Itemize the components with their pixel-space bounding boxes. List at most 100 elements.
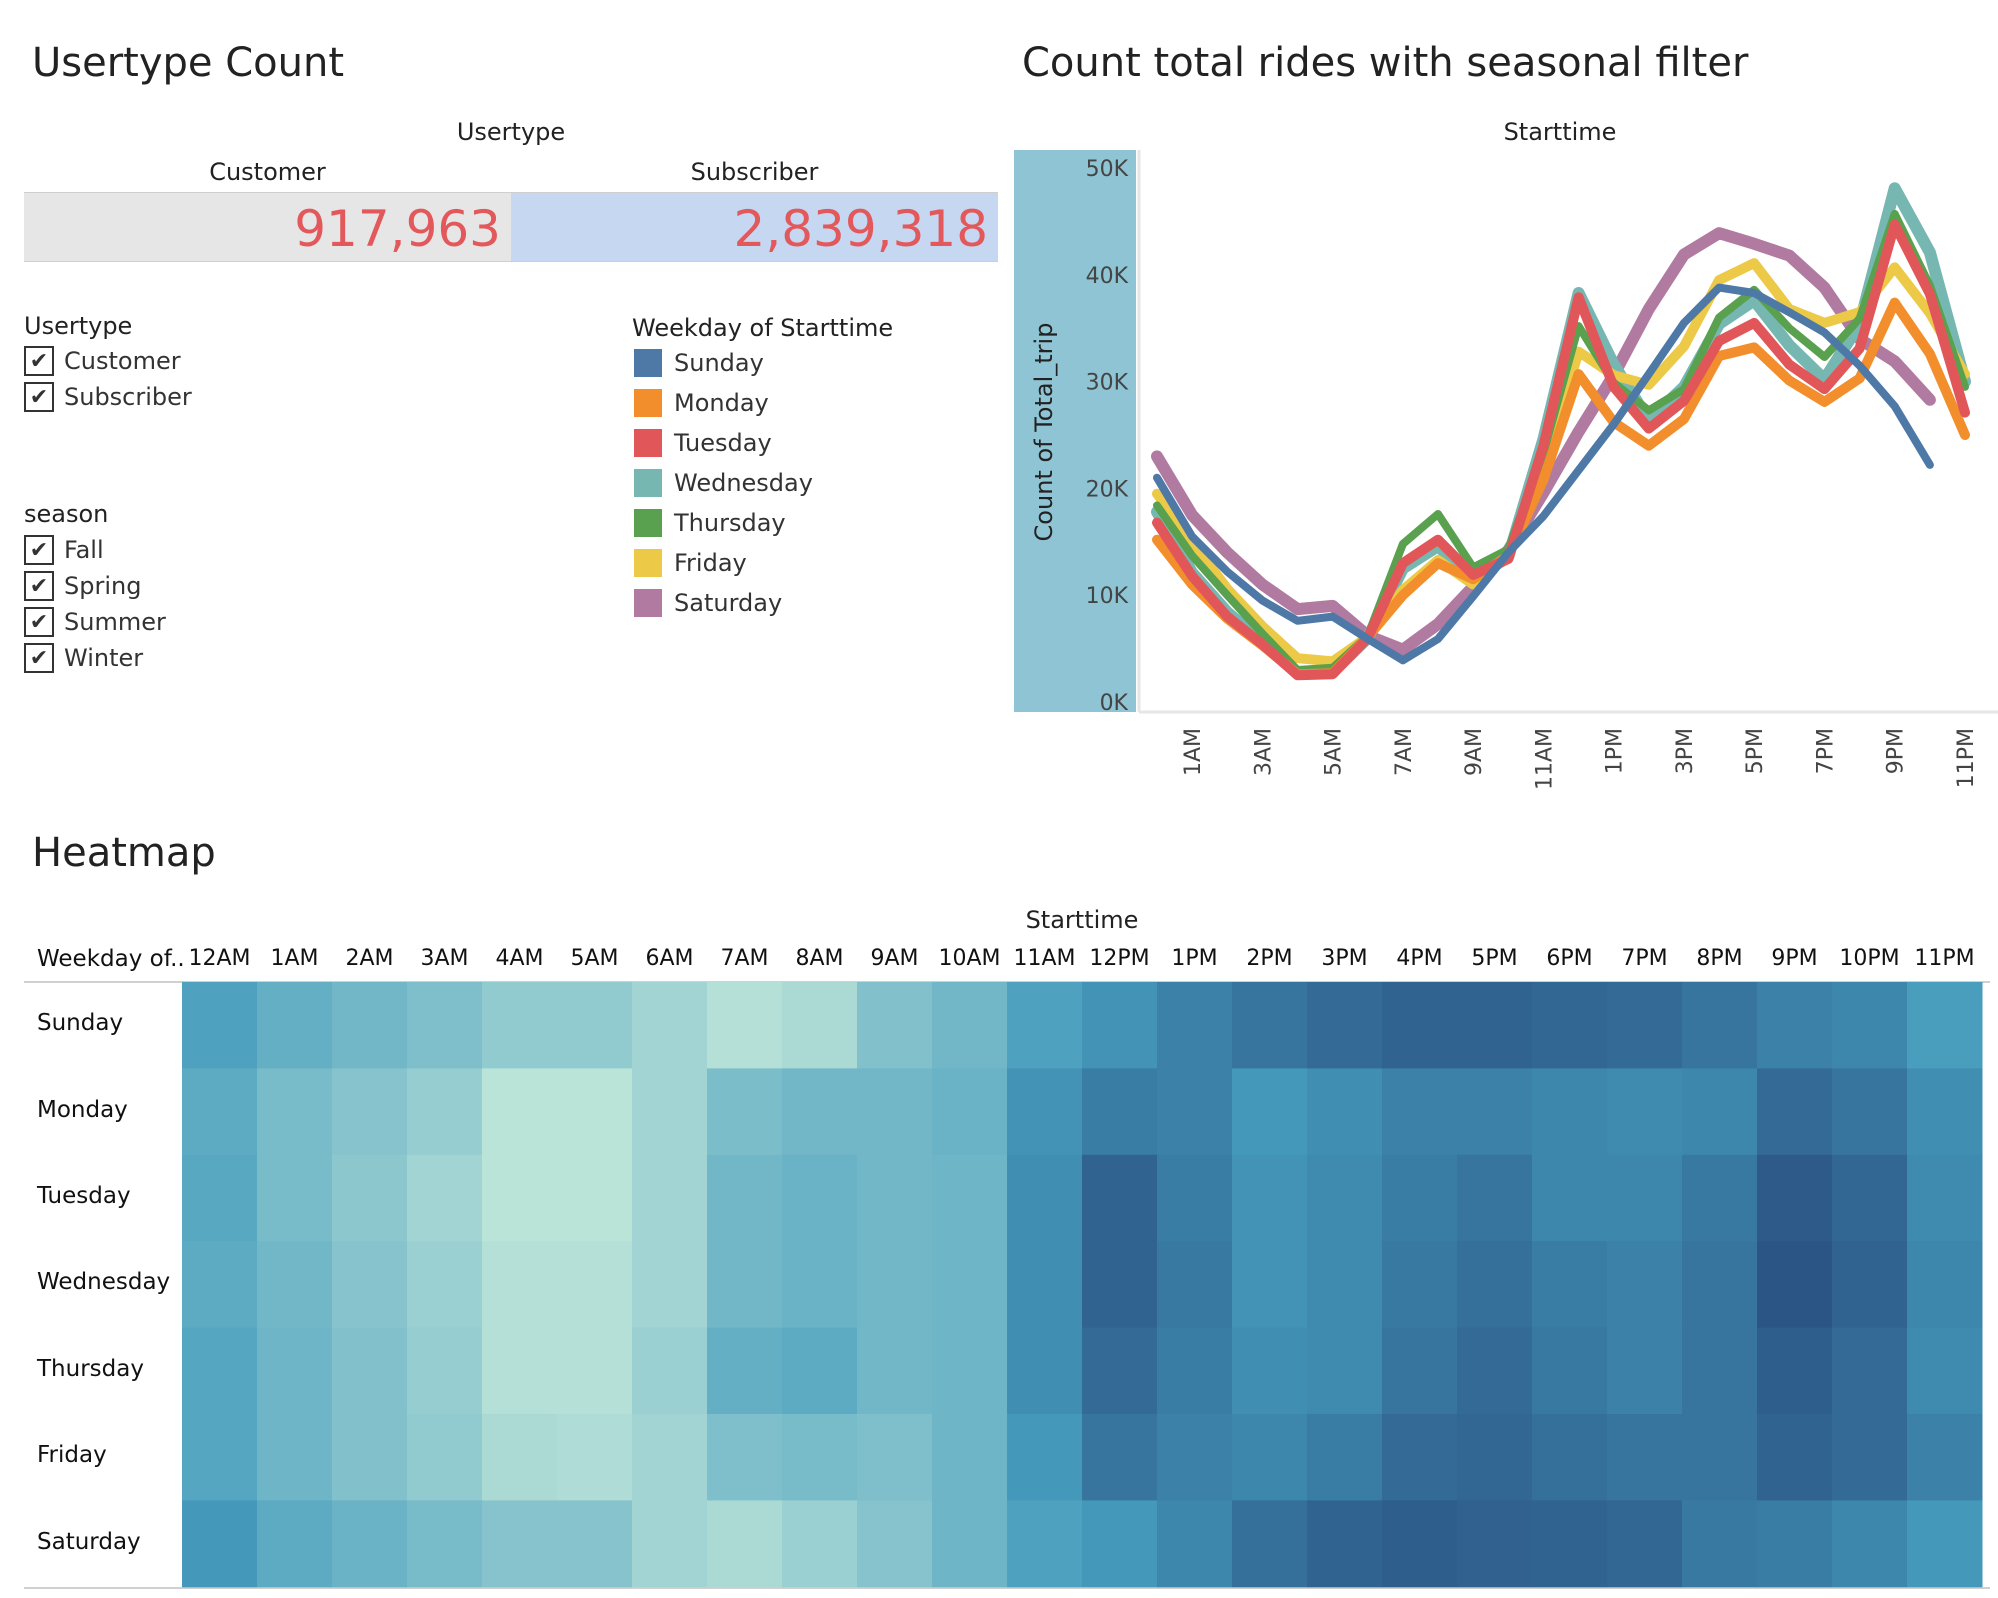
heatmap-cell[interactable] xyxy=(1907,1414,1983,1501)
heatmap-cell[interactable] xyxy=(482,1241,558,1329)
heatmap-cell[interactable] xyxy=(557,1154,633,1242)
heatmap-cell[interactable] xyxy=(632,1154,708,1242)
heatmap-cell[interactable] xyxy=(1907,1500,1983,1588)
heatmap-cell[interactable] xyxy=(1607,1154,1683,1242)
heatmap-cell[interactable] xyxy=(632,982,708,1069)
heatmap-cell[interactable] xyxy=(1307,1241,1383,1329)
heatmap-cell[interactable] xyxy=(1907,1241,1983,1329)
heatmap-cell[interactable] xyxy=(1007,1154,1083,1242)
heatmap-cell[interactable] xyxy=(407,1241,483,1329)
heatmap-cell[interactable] xyxy=(1757,982,1833,1069)
heatmap-cell[interactable] xyxy=(632,1414,708,1501)
heatmap-cell[interactable] xyxy=(182,1241,258,1329)
heatmap-cell[interactable] xyxy=(332,1500,408,1588)
heatmap-cell[interactable] xyxy=(1382,1068,1458,1156)
heatmap-cell[interactable] xyxy=(782,1068,858,1156)
checkbox-icon[interactable]: ✔ xyxy=(24,643,54,673)
heatmap-cell[interactable] xyxy=(707,1414,783,1501)
heatmap-cell[interactable] xyxy=(1532,1154,1608,1242)
checkbox-icon[interactable]: ✔ xyxy=(24,607,54,637)
heatmap-cell[interactable] xyxy=(557,982,633,1069)
heatmap-cell[interactable] xyxy=(1457,1068,1533,1156)
heatmap-cell[interactable] xyxy=(1157,982,1233,1069)
heatmap-cell[interactable] xyxy=(932,1327,1008,1415)
heatmap-cell[interactable] xyxy=(1232,982,1308,1069)
filter-usertype-customer[interactable]: ✔ Customer xyxy=(24,346,181,376)
heatmap-cell[interactable] xyxy=(1682,1241,1758,1329)
heatmap-cell[interactable] xyxy=(1607,1500,1683,1588)
heatmap-cell[interactable] xyxy=(1607,1414,1683,1501)
heatmap-cell[interactable] xyxy=(1757,1241,1833,1329)
heatmap-cell[interactable] xyxy=(1382,1500,1458,1588)
heatmap-cell[interactable] xyxy=(407,1414,483,1501)
heatmap-cell[interactable] xyxy=(1757,1414,1833,1501)
heatmap-cell[interactable] xyxy=(1232,1068,1308,1156)
heatmap-cell[interactable] xyxy=(1907,1327,1983,1415)
heatmap-cell[interactable] xyxy=(1382,982,1458,1069)
heatmap-cell[interactable] xyxy=(332,1241,408,1329)
heatmap-cell[interactable] xyxy=(1457,1241,1533,1329)
heatmap-cell[interactable] xyxy=(257,1241,333,1329)
heatmap-cell[interactable] xyxy=(182,1327,258,1415)
heatmap-cell[interactable] xyxy=(1307,982,1383,1069)
heatmap-cell[interactable] xyxy=(632,1500,708,1588)
heatmap-cell[interactable] xyxy=(1532,1500,1608,1588)
heatmap-cell[interactable] xyxy=(1007,1068,1083,1156)
heatmap-cell[interactable] xyxy=(257,1500,333,1588)
heatmap-cell[interactable] xyxy=(707,1327,783,1415)
filter-season-spring[interactable]: ✔ Spring xyxy=(24,571,141,601)
heatmap-cell[interactable] xyxy=(1382,1154,1458,1242)
heatmap-cell[interactable] xyxy=(1757,1068,1833,1156)
heatmap-cell[interactable] xyxy=(557,1414,633,1501)
legend-item-sunday[interactable]: Sunday xyxy=(634,349,764,377)
heatmap-cell[interactable] xyxy=(1682,1327,1758,1415)
heatmap-cell[interactable] xyxy=(182,1414,258,1501)
heatmap-cell[interactable] xyxy=(1832,1241,1908,1329)
heatmap-cell[interactable] xyxy=(1907,1154,1983,1242)
heatmap-cell[interactable] xyxy=(857,1327,933,1415)
checkbox-icon[interactable]: ✔ xyxy=(24,346,54,376)
legend-item-monday[interactable]: Monday xyxy=(634,389,769,417)
heatmap-cell[interactable] xyxy=(482,982,558,1069)
heatmap-cell[interactable] xyxy=(257,1154,333,1242)
heatmap-cell[interactable] xyxy=(407,1500,483,1588)
heatmap-cell[interactable] xyxy=(782,1500,858,1588)
heatmap-cell[interactable] xyxy=(1007,1500,1083,1588)
heatmap-cell[interactable] xyxy=(707,1500,783,1588)
heatmap-cell[interactable] xyxy=(332,1414,408,1501)
heatmap-cell[interactable] xyxy=(632,1241,708,1329)
heatmap-cell[interactable] xyxy=(782,982,858,1069)
heatmap-cell[interactable] xyxy=(1682,982,1758,1069)
heatmap-cell[interactable] xyxy=(1307,1154,1383,1242)
series-line-saturday[interactable] xyxy=(1151,227,1936,656)
filter-season-summer[interactable]: ✔ Summer xyxy=(24,607,166,637)
heatmap-cell[interactable] xyxy=(1157,1414,1233,1501)
filter-usertype-subscriber[interactable]: ✔ Subscriber xyxy=(24,382,192,412)
heatmap-cell[interactable] xyxy=(1157,1327,1233,1415)
subscriber-count-value[interactable]: 2,839,318 xyxy=(511,193,998,261)
heatmap-cell[interactable] xyxy=(1682,1154,1758,1242)
checkbox-icon[interactable]: ✔ xyxy=(24,535,54,565)
legend-item-wednesday[interactable]: Wednesday xyxy=(634,469,813,497)
heatmap-cell[interactable] xyxy=(557,1327,633,1415)
heatmap-cell[interactable] xyxy=(1607,982,1683,1069)
series-line-tuesday[interactable] xyxy=(1152,219,1970,681)
heatmap-cell[interactable] xyxy=(857,1500,933,1588)
heatmap-cell[interactable] xyxy=(707,1241,783,1329)
heatmap-cell[interactable] xyxy=(1757,1500,1833,1588)
heatmap-cell[interactable] xyxy=(182,1500,258,1588)
heatmap-cell[interactable] xyxy=(1157,1154,1233,1242)
heatmap-cell[interactable] xyxy=(857,1414,933,1501)
heatmap-cell[interactable] xyxy=(782,1241,858,1329)
heatmap-cell[interactable] xyxy=(782,1414,858,1501)
heatmap-cell[interactable] xyxy=(1457,1414,1533,1501)
customer-count-value[interactable]: 917,963 xyxy=(24,193,511,261)
heatmap-cell[interactable] xyxy=(332,1068,408,1156)
heatmap-cell[interactable] xyxy=(257,1068,333,1156)
heatmap-cell[interactable] xyxy=(332,1327,408,1415)
heatmap-cell[interactable] xyxy=(1532,982,1608,1069)
filter-season-fall[interactable]: ✔ Fall xyxy=(24,535,104,565)
heatmap-cell[interactable] xyxy=(1232,1327,1308,1415)
heatmap-cell[interactable] xyxy=(1832,982,1908,1069)
